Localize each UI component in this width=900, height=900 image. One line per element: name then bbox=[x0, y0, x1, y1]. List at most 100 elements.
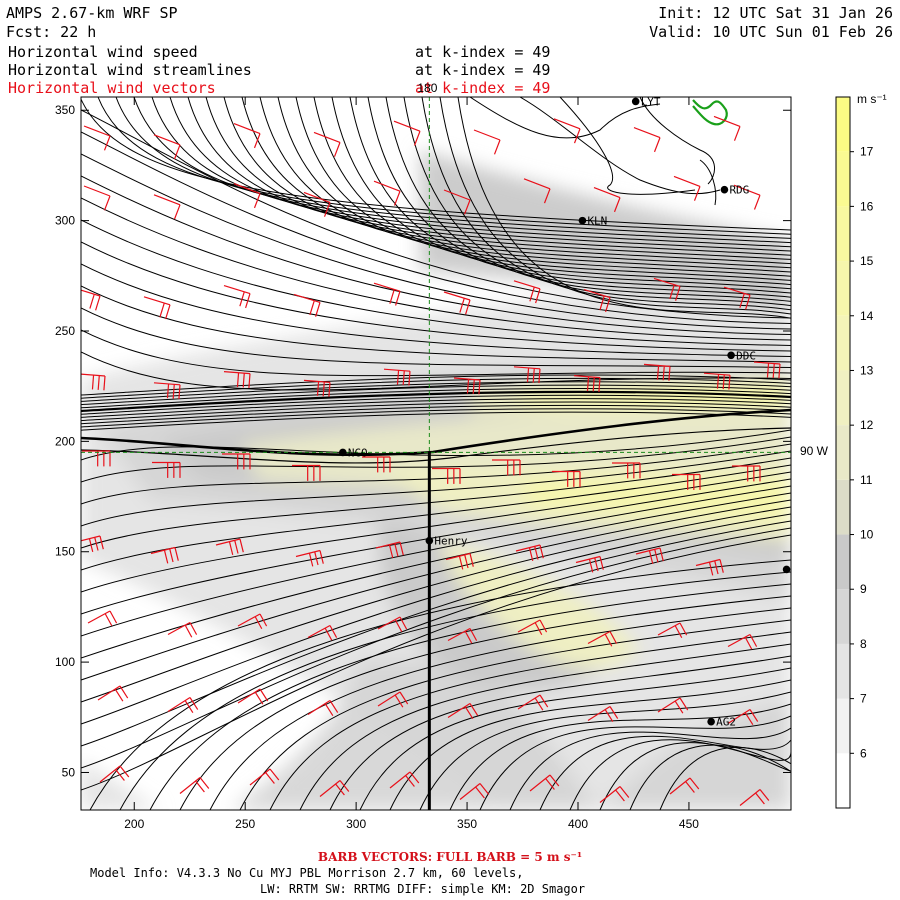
x-tick-label-250: 250 bbox=[235, 817, 255, 831]
streamline-70 bbox=[239, 619, 791, 810]
streamline-80 bbox=[539, 735, 791, 810]
wind-barb-66 bbox=[377, 616, 408, 633]
streamline-59 bbox=[81, 499, 791, 681]
streamline-78 bbox=[479, 715, 791, 810]
coastline-segment bbox=[692, 99, 728, 126]
station-dot-nco bbox=[339, 448, 347, 457]
streamline-54 bbox=[81, 464, 791, 571]
streamline-60 bbox=[81, 506, 791, 703]
colorbar-label-13: 13 bbox=[860, 363, 874, 377]
colorbar-label-14: 14 bbox=[860, 309, 874, 323]
colorbar-swatch-10 bbox=[836, 479, 850, 535]
wind-barb-38 bbox=[643, 363, 671, 381]
wind-barb-52 bbox=[81, 535, 104, 552]
station-label-rdg: RDG bbox=[729, 184, 749, 197]
wind-barb-35 bbox=[453, 377, 481, 395]
axes: 200 250 300 350 400 450 50 100 150 200 250 300 350 bbox=[55, 97, 791, 831]
colorbar-swatch-15 bbox=[836, 206, 850, 262]
wind-barb-73 bbox=[167, 696, 199, 714]
wind-barb-83 bbox=[179, 777, 210, 794]
station-label-nco: NCO bbox=[348, 446, 368, 459]
station-dot-rdg bbox=[720, 185, 729, 194]
wind-barb-40 bbox=[753, 361, 781, 379]
streamline-43 bbox=[81, 401, 791, 422]
field-wind-vectors: Horizontal wind vectors bbox=[8, 79, 216, 97]
streamline-42 bbox=[81, 398, 791, 418]
wind-barb-3 bbox=[233, 123, 261, 149]
streamline-67 bbox=[149, 583, 791, 810]
station-dot-unnamed bbox=[782, 565, 791, 574]
stations: NCO Henry KLN RDG DDC AG2 LYT bbox=[339, 95, 791, 729]
wind-barb-54 bbox=[215, 538, 244, 555]
colorbar-label-7: 7 bbox=[860, 692, 867, 706]
station-label-ag2: AG2 bbox=[716, 716, 736, 729]
wind-barb-33 bbox=[303, 379, 331, 397]
colorbar-swatch-12 bbox=[836, 370, 850, 426]
field-wind-speed-level: at k-index = 49 bbox=[415, 43, 550, 61]
wind-barb-27 bbox=[583, 289, 611, 313]
streamline-57 bbox=[81, 485, 791, 637]
station-dot-ddc bbox=[727, 351, 735, 360]
streamline-63 bbox=[81, 527, 791, 769]
wind-barb-75 bbox=[307, 699, 339, 717]
streamline-71 bbox=[269, 631, 791, 810]
wind-barb-85 bbox=[319, 780, 350, 797]
wind-barb-14 bbox=[373, 180, 401, 206]
wind-barb-15 bbox=[443, 189, 471, 215]
streamline-10 bbox=[241, 97, 791, 269]
wind-barb-59 bbox=[575, 555, 604, 573]
wind-barb-49 bbox=[612, 462, 641, 479]
wind-barb-63 bbox=[167, 621, 198, 638]
x-tick-label-400: 400 bbox=[568, 817, 588, 831]
wind-barb-61 bbox=[695, 558, 724, 576]
colorbar-swatch-16 bbox=[836, 151, 850, 207]
streamline-87 bbox=[559, 97, 696, 195]
wind-barb-16 bbox=[523, 178, 551, 204]
speed-shade-2 bbox=[81, 760, 160, 810]
streamline-25 bbox=[81, 153, 791, 330]
wind-barb-76 bbox=[377, 691, 409, 708]
streamline-31 bbox=[81, 285, 791, 363]
wind-barb-9 bbox=[713, 115, 741, 141]
field-wind-vectors-level: at k-index = 49 bbox=[415, 79, 550, 97]
streamline-69 bbox=[209, 607, 791, 810]
colorbar-swatch-14 bbox=[836, 261, 850, 316]
wind-barb-56 bbox=[375, 541, 404, 558]
wind-barb-1 bbox=[83, 125, 111, 151]
colorbar-label-9: 9 bbox=[860, 582, 867, 596]
streamline-53 bbox=[81, 457, 791, 549]
colorbar-frame bbox=[835, 96, 851, 809]
meridian-label: 180 bbox=[417, 81, 437, 95]
station-dot-lyt bbox=[631, 97, 640, 106]
physics-info: LW: RRTM SW: RRTMG DIFF: simple KM: 2D S… bbox=[260, 882, 585, 896]
streamline-3 bbox=[115, 97, 791, 239]
wind-barb-45 bbox=[362, 456, 391, 473]
wind-barb-26 bbox=[513, 280, 541, 304]
station-label-kln: KLN bbox=[587, 215, 607, 228]
wind-barb-88 bbox=[529, 774, 560, 792]
y-tick-label-350: 350 bbox=[55, 103, 75, 117]
colorbar-swatch-7 bbox=[836, 643, 850, 699]
streamline-58 bbox=[81, 492, 791, 659]
wind-barb-60 bbox=[635, 547, 664, 564]
wind-barb-37 bbox=[573, 375, 601, 392]
wind-barb-50 bbox=[672, 473, 701, 490]
streamline-83 bbox=[629, 744, 791, 810]
wind-barb-25 bbox=[443, 291, 471, 315]
streamline-2 bbox=[97, 97, 791, 235]
streamline-84 bbox=[659, 746, 791, 810]
streamline-74 bbox=[359, 667, 791, 810]
y-tick-label-100: 100 bbox=[55, 655, 75, 669]
plot-area: NCO Henry KLN RDG DDC AG2 LYT 200 250 300 350 400 4… bbox=[55, 95, 792, 831]
streamline-40 bbox=[81, 390, 791, 413]
streamline-44 bbox=[81, 404, 791, 425]
wind-barb-74 bbox=[237, 688, 269, 705]
streamlines bbox=[81, 97, 791, 810]
colorbar-swatch-6 bbox=[836, 698, 850, 754]
streamline-68 bbox=[179, 595, 791, 810]
streamline-22 bbox=[457, 97, 791, 319]
station-dot-henry bbox=[425, 536, 434, 545]
wind-barb-42 bbox=[152, 461, 181, 478]
wind-barb-18 bbox=[673, 175, 701, 201]
speed-shade-13 bbox=[520, 478, 791, 520]
